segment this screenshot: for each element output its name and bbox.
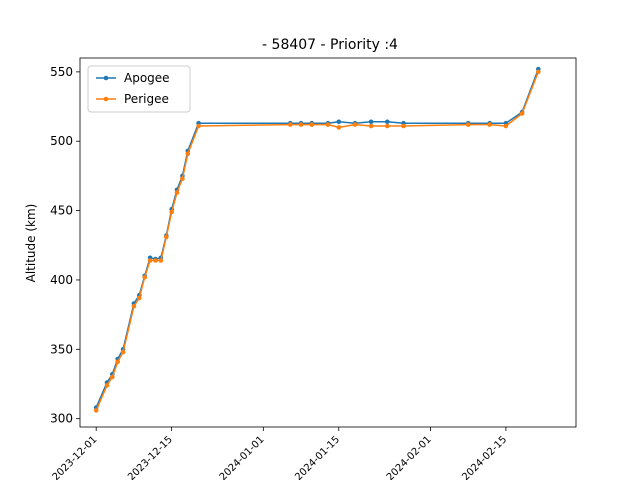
- axes-frame: [79, 57, 577, 428]
- perigee-data-point: [158, 258, 164, 263]
- perigee-data-point: [110, 374, 115, 380]
- apogee-series-line: [95, 68, 540, 408]
- perigee-data-point: [487, 122, 493, 127]
- perigee-data-point: [131, 304, 137, 309]
- y-tick-label: 400: [50, 273, 73, 287]
- legend-perigee-swatch-marker: [103, 96, 109, 102]
- perigee-data-point: [153, 258, 158, 263]
- x-tick-label: 2024-01-01: [218, 434, 267, 480]
- perigee-data-point: [196, 123, 201, 129]
- perigee-data-point: [536, 69, 541, 75]
- x-tick-label: 2023-12-01: [51, 434, 100, 480]
- y-tick-label: 350: [50, 342, 73, 356]
- apogee-data-point: [336, 119, 342, 125]
- x-tick-label: 2024-02-01: [385, 434, 434, 480]
- perigee-data-point: [169, 209, 174, 215]
- perigee-data-point: [401, 123, 406, 129]
- perigee-data-point: [385, 123, 390, 129]
- legend: Apogee Perigee: [87, 65, 191, 113]
- legend-apogee-label: Apogee: [124, 71, 170, 85]
- legend-apogee-swatch-marker: [103, 75, 109, 81]
- perigee-data-point: [336, 125, 342, 130]
- y-tick-label: 450: [50, 204, 73, 218]
- legend-perigee-label: Perigee: [124, 92, 169, 106]
- x-tick-label: 2023-12-15: [126, 434, 175, 480]
- perigee-data-point: [309, 122, 315, 127]
- perigee-data-point: [325, 122, 331, 127]
- perigee-data-point: [137, 295, 142, 301]
- perigee-data-point: [174, 190, 180, 195]
- chart-title: - 58407 - Priority :4: [262, 37, 398, 53]
- perigee-data-point: [298, 122, 304, 127]
- x-tick-label: 2024-01-15: [293, 434, 342, 480]
- perigee-data-point: [104, 383, 110, 388]
- x-tick-label: 2024-02-15: [460, 434, 509, 480]
- perigee-data-point: [503, 123, 509, 129]
- perigee-data-point: [164, 234, 169, 240]
- y-tick-label: 500: [50, 134, 73, 148]
- apogee-data-point: [368, 119, 374, 125]
- perigee-data-point: [120, 349, 126, 355]
- perigee-data-point: [93, 408, 99, 413]
- perigee-data-point: [185, 151, 191, 156]
- plot-area: 300 350 400 450 500 550 2023-12-01 2023-12-15 20…: [50, 57, 577, 480]
- perigee-data-point: [288, 122, 293, 127]
- perigee-data-point: [147, 258, 153, 263]
- apogee-data-point: [385, 119, 390, 125]
- perigee-data-point: [142, 274, 147, 280]
- y-axis-label: Altitude (km): [24, 204, 38, 283]
- y-tick-label: 550: [50, 65, 73, 79]
- perigee-data-point: [465, 122, 471, 127]
- y-tick-label: 300: [50, 412, 73, 426]
- perigee-data-point: [368, 123, 374, 129]
- perigee-data-point: [115, 359, 120, 365]
- perigee-data-point: [352, 122, 358, 127]
- perigee-data-point: [519, 111, 525, 116]
- perigee-data-point: [180, 176, 185, 181]
